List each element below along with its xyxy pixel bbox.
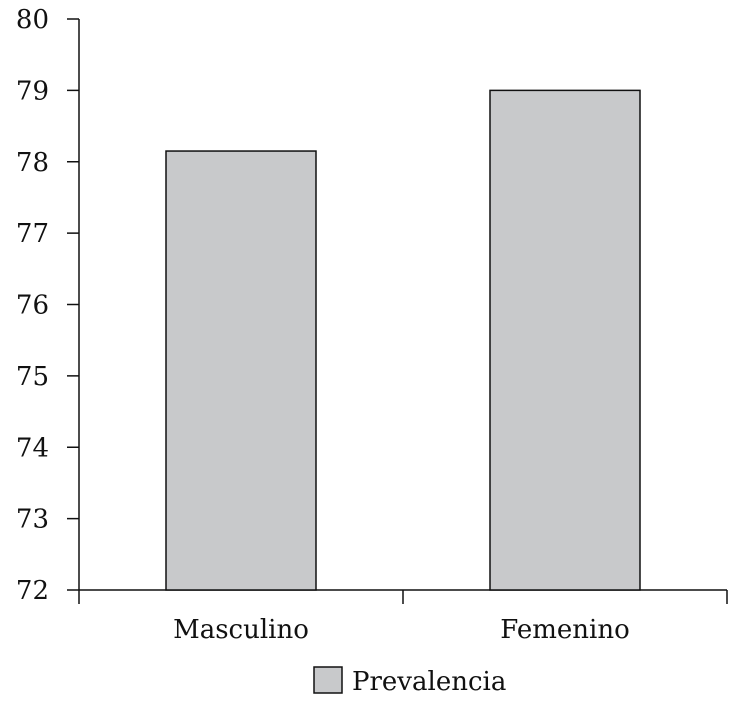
y-tick-label: 74 <box>16 433 49 463</box>
y-tick-label: 80 <box>16 5 49 35</box>
legend-swatch <box>313 666 343 694</box>
y-tick-label: 75 <box>16 362 49 392</box>
y-tick-label: 73 <box>16 505 49 535</box>
bars <box>165 89 641 591</box>
bar-masculino <box>165 150 317 591</box>
y-tick-label: 78 <box>16 148 49 178</box>
legend-label: Prevalencia <box>352 667 506 697</box>
y-tick-label: 79 <box>16 76 49 106</box>
x-category-label: Masculino <box>173 615 309 645</box>
legend: Prevalencia <box>313 666 506 697</box>
bar-femenino <box>489 89 641 591</box>
y-tick-label: 72 <box>16 576 49 606</box>
x-axis: Masculino Femenino <box>78 589 728 645</box>
y-tick-label: 77 <box>16 219 49 249</box>
y-axis: 72 73 74 75 76 77 78 79 80 <box>16 5 80 606</box>
y-tick-label: 76 <box>16 291 49 321</box>
x-category-label: Femenino <box>500 615 630 645</box>
